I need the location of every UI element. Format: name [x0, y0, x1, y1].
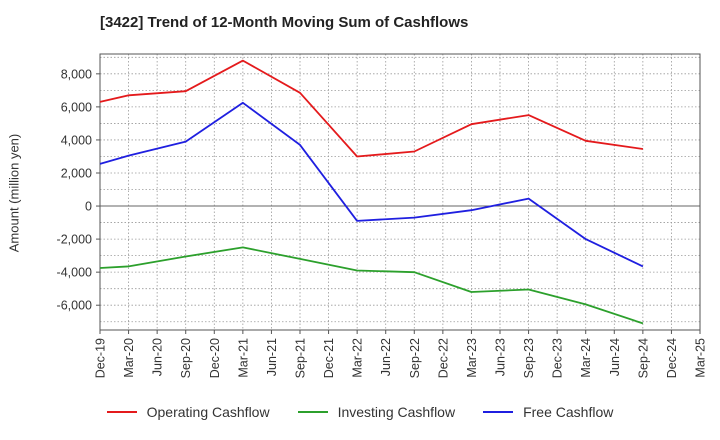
x-tick-label: Jun-21: [265, 338, 279, 376]
operating-cashflow-line: [99, 59, 644, 158]
legend-swatch-operating: [106, 411, 137, 413]
legend-label-operating: Operating Cashflow: [146, 404, 270, 420]
x-tick-label: Mar-21: [236, 338, 250, 378]
x-tick-label: Jun-24: [608, 338, 622, 376]
x-tick-label: Jun-23: [494, 338, 508, 376]
legend-swatch-investing: [297, 411, 328, 413]
investing-cashflow-line: [99, 246, 644, 325]
x-tick-label: Sep-22: [408, 338, 422, 378]
axes: [99, 53, 701, 331]
legend-label-investing: Investing Cashflow: [337, 404, 456, 420]
y-tick-label: 8,000: [61, 67, 92, 81]
y-tick-label: 2,000: [61, 166, 92, 180]
x-tick-label: Jun-20: [151, 338, 165, 376]
x-tick-label: Sep-20: [179, 338, 193, 378]
y-tick-label: 4,000: [61, 133, 92, 147]
x-tick-label: Dec-20: [208, 338, 222, 378]
plot-border: [99, 53, 701, 331]
x-tick-label: Sep-21: [294, 338, 308, 378]
grid-lines: [99, 54, 701, 330]
x-tick-label: Dec-22: [436, 338, 450, 378]
x-tick-label: Jun-22: [379, 338, 393, 376]
legend-item-operating: Operating Cashflow: [106, 404, 270, 420]
legend-item-free: Free Cashflow: [483, 404, 613, 420]
series-lines: [99, 59, 644, 325]
legend-label-free: Free Cashflow: [523, 404, 614, 420]
chart-title: [3422] Trend of 12-Month Moving Sum of C…: [100, 14, 469, 31]
tick-labels: 8,000 6,000 4,000 2,000 0 -2,000 -4,000 -6,000 D…: [57, 67, 708, 378]
y-axis-label: Amount (million yen): [6, 133, 22, 253]
y-tick-label: -2,000: [57, 233, 92, 247]
y-tick-label: -6,000: [57, 299, 92, 313]
x-tick-label: Mar-20: [122, 338, 136, 378]
x-tick-label: Sep-23: [522, 338, 536, 378]
x-tick-label: Mar-22: [351, 338, 365, 378]
y-tick-label: -4,000: [57, 266, 92, 280]
x-tick-label: Mar-23: [465, 338, 479, 378]
free-cashflow-line: [99, 101, 644, 268]
x-tick-label: Dec-21: [322, 338, 336, 378]
x-tick-label: Mar-24: [579, 338, 593, 378]
x-tick-label: Sep-24: [636, 338, 650, 378]
y-axis-label-area: Amount (million yen): [0, 56, 28, 330]
x-tick-label: Mar-25: [694, 338, 708, 378]
x-tick-label: Dec-23: [551, 338, 565, 378]
y-tick-label: 0: [85, 200, 92, 214]
legend: Operating Cashflow Investing Cashflow Fr…: [0, 404, 720, 420]
legend-item-investing: Investing Cashflow: [297, 404, 456, 420]
legend-swatch-free: [483, 411, 514, 413]
y-tick-label: 6,000: [61, 100, 92, 114]
x-tick-label: Dec-19: [94, 338, 108, 378]
x-tick-label: Dec-24: [665, 338, 679, 378]
